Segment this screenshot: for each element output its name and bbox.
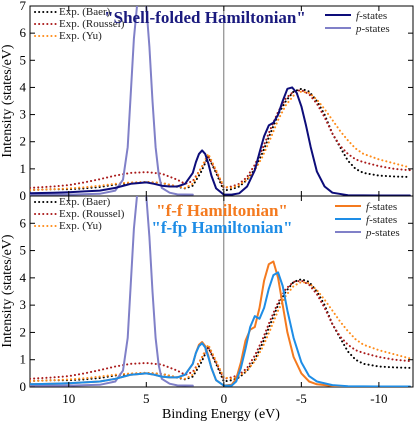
bottom-y-tick-label: 1 [20, 352, 27, 367]
top-series-f [30, 86, 411, 196]
top-y-tick-label: 3 [20, 107, 27, 122]
top-y-axis-title: Intensity (states/eV) [0, 44, 15, 157]
bottom-y-tick-label: 6 [20, 215, 27, 230]
bottom-y-tick-label: 3 [20, 297, 27, 312]
top-series-roussel [30, 89, 411, 189]
top-y-tick-label: 5 [20, 52, 27, 67]
bottom-y-tick-label: 4 [20, 270, 27, 285]
top-y-tick-label: 7 [20, 0, 27, 13]
top-panel: 0 1 2 3 4 5 6 7 Exp. (Baer)Exp. (Roussel)Exp. (… [0, 0, 414, 203]
bottom-series-ff [30, 260, 411, 387]
bottom-x-tick-label: 10 [62, 391, 75, 406]
bottom-series-baer [30, 278, 411, 383]
bottom-x-tick-label: -5 [296, 391, 307, 406]
bottom-y-tick-label: 0 [20, 379, 27, 394]
bottom-panel-title: "f-f Hamiltonian" [156, 201, 288, 220]
bottom-legend-label: f-states [366, 201, 397, 213]
top-y-tick-label: 2 [20, 134, 27, 149]
top-legend-label: Exp. (Baer) [59, 6, 111, 18]
bottom-legend-label: Exp. (Baer) [59, 196, 111, 208]
bottom-legend-label: f-states [366, 214, 397, 226]
top-y-tick-label: 0 [20, 188, 27, 203]
top-panel-title: "Shell-folded Hamiltonian" [104, 8, 306, 27]
bottom-panel-subtitle: "f-fp Hamiltonian" [151, 218, 292, 237]
top-series-baer [30, 87, 411, 192]
top-y-tick-label: 4 [20, 79, 27, 94]
bottom-legend-label: Exp. (Roussel) [59, 208, 125, 220]
bottom-x-tick-label: 0 [221, 391, 228, 406]
top-legend-label: Exp. (Yu) [59, 30, 102, 42]
top-legend-label: p-states [355, 23, 390, 35]
bottom-panel: 0 1 2 3 4 5 6 10 5 0 -5 -10 Exp. (Baer)Exp. (Rousse… [0, 195, 414, 422]
bottom-series-yu [30, 280, 411, 382]
bottom-y-tick-label: 5 [20, 243, 27, 258]
bottom-legend-label: p-states [365, 227, 400, 239]
bottom-x-tick-label: -10 [370, 391, 387, 406]
bottom-y-axis-title: Intensity (states/eV) [0, 234, 15, 347]
bottom-y-tick-label: 2 [20, 324, 27, 339]
top-y-tick-label: 6 [20, 25, 27, 40]
top-y-tick-label: 1 [20, 161, 27, 176]
bottom-series-roussel [30, 279, 411, 380]
top-legend-label: Exp. (Roussel) [59, 18, 125, 30]
bottom-x-tick-label: 5 [143, 391, 150, 406]
top-legend-label: f-states [356, 10, 387, 22]
bottom-plot-frame [29, 195, 414, 388]
bottom-legend-label: Exp. (Yu) [59, 220, 102, 232]
top-series-yu [30, 90, 411, 191]
x-axis-title: Binding Energy (eV) [162, 407, 280, 422]
